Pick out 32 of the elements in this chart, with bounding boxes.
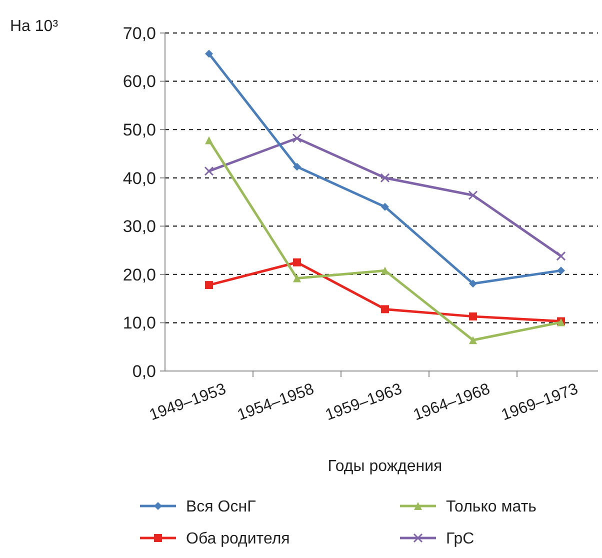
point (205, 136, 213, 144)
point (381, 266, 389, 275)
point (380, 173, 390, 183)
x-axis-title: Годы рождения (328, 458, 442, 475)
y-tick-label: 70,0 (122, 24, 156, 43)
point (381, 305, 389, 314)
y-tick-label: 50,0 (122, 120, 156, 140)
y-tick-label: 60,0 (122, 72, 156, 92)
legend-label: Вся ОснГ (186, 498, 256, 516)
point (381, 202, 389, 211)
point (292, 134, 302, 144)
legend-label: ГрС (446, 530, 474, 548)
point (468, 190, 478, 200)
point (557, 266, 565, 275)
y-tick-label: 10,0 (122, 314, 156, 333)
y-axis-title: На 10³ (10, 18, 59, 35)
y-tick-label: 30,0 (122, 217, 156, 236)
legend-label: Только мать (446, 498, 536, 516)
point (205, 50, 213, 58)
point (293, 258, 301, 266)
y-tick-label: 40,0 (122, 168, 156, 188)
point (293, 274, 301, 282)
point (469, 312, 477, 320)
point (556, 251, 566, 261)
point (293, 162, 301, 171)
y-tick-label: 0,0 (132, 362, 156, 381)
point (469, 280, 477, 288)
point (469, 336, 477, 344)
y-tick-label: 20,0 (122, 265, 156, 284)
point (204, 166, 214, 176)
legend-label: Оба родителя (186, 530, 290, 548)
point (205, 281, 213, 290)
